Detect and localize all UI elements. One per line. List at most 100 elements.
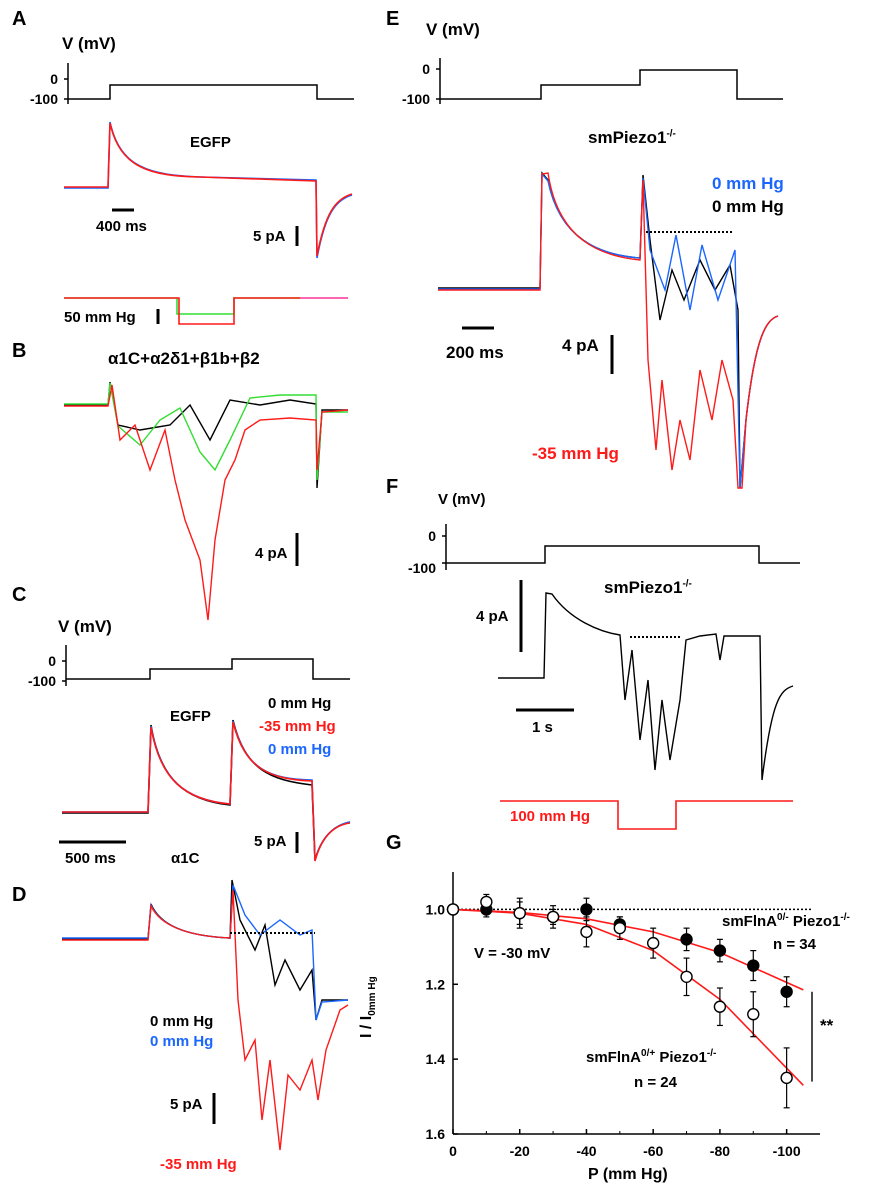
- g-point-open: [580, 925, 593, 939]
- g-point-filled: [713, 944, 727, 957]
- panel-g-group2-sup1: 0/+: [641, 1048, 656, 1059]
- panel-a-pressure-scale-label: 50 mm Hg: [64, 309, 136, 326]
- panel-c-v-axis-title: V (mV): [58, 617, 112, 636]
- g-point-filled: [780, 985, 793, 998]
- g-point-open: [513, 906, 526, 920]
- panel-g-group2-label: smFlnA0/+ Piezo1-/-: [586, 1048, 716, 1066]
- g-point-open: [747, 1008, 760, 1021]
- panel-g-group1-name2: Piezo1: [788, 913, 841, 930]
- panel-f-current-scale-label: 4 pA: [476, 608, 509, 625]
- panel-b-subunits-label: α1C+α2δ1+β1b+β2: [108, 349, 260, 368]
- panel-g-yaxis-main: I / I: [358, 1015, 375, 1038]
- panel-g-group1-label: smFlnA0/- Piezo1-/-: [722, 912, 850, 930]
- panel-g-yaxis-label: I / I0mm Hg: [358, 918, 378, 1038]
- g-x-tick-label: -80: [710, 1143, 730, 1159]
- panel-c-current-trace: [62, 719, 351, 862]
- panel-e-vtick-neg100: -100: [402, 91, 430, 107]
- g-x-tick-label: -20: [510, 1143, 530, 1159]
- panel-f-v-axis-title: V (mV): [438, 491, 486, 508]
- panel-c-vtick-0: 0: [48, 653, 56, 669]
- g-point-open: [646, 936, 660, 950]
- panel-letter-e: E: [386, 8, 400, 30]
- panel-e-genotype-name: smPiezo1: [588, 128, 667, 147]
- panel-g-yaxis-sub: 0mm Hg: [367, 976, 379, 1016]
- panel-f-genotype-name: smPiezo1: [604, 578, 683, 597]
- panel-a-vtick-neg100: -100: [30, 91, 58, 107]
- g-y-tick-label: 1.4: [426, 1051, 446, 1067]
- panel-c-voltage-protocol: [62, 645, 350, 686]
- panel-g-group2-n: n = 24: [634, 1074, 677, 1091]
- g-point-open: [713, 1000, 727, 1013]
- panel-g-voltage-label: V = -30 mV: [474, 945, 551, 962]
- panel-c-subunit-label: α1C: [171, 850, 200, 867]
- panel-f-current-trace: [498, 592, 794, 781]
- panel-d-legend-1: 0 mm Hg: [150, 1033, 214, 1050]
- panel-a-pressure-protocol: [64, 297, 348, 325]
- panel-d-current-traces: [62, 879, 349, 1151]
- panel-e-legend-1: 0 mm Hg: [712, 197, 784, 216]
- g-point-filled: [747, 959, 760, 972]
- g-point-open: [446, 903, 460, 916]
- panel-letter-a: A: [12, 8, 27, 30]
- g-x-tick-label: -60: [643, 1143, 663, 1159]
- panel-letter-d: D: [12, 884, 27, 906]
- panel-letter-f: F: [386, 476, 399, 498]
- g-point-filled: [680, 933, 693, 946]
- panel-c-legend-1: -35 mm Hg: [259, 718, 336, 735]
- g-x-tick-label: -40: [576, 1143, 596, 1159]
- panel-c-condition-label: EGFP: [170, 708, 211, 725]
- g-point-open: [613, 921, 627, 935]
- panel-g-group1-name: smFlnA: [722, 913, 778, 930]
- panel-e-legend-0: 0 mm Hg: [712, 174, 784, 193]
- panel-letter-c: C: [12, 584, 27, 606]
- panel-e-vtick-0: 0: [422, 61, 430, 77]
- g-point-filled: [580, 903, 593, 916]
- panel-b-current-traces: [64, 381, 349, 621]
- panel-a-vtick-0: 0: [50, 71, 58, 87]
- panel-e-genotype-label: smPiezo1-/-: [588, 128, 676, 148]
- panel-e-voltage-protocol: [436, 58, 783, 104]
- panel-f-vtick-0: 0: [428, 528, 436, 544]
- panel-e-time-scale-label: 200 ms: [446, 343, 504, 362]
- g-y-tick-label: 1.0: [426, 901, 446, 917]
- panel-g-group1-sup2: -/-: [840, 912, 850, 923]
- panel-e-v-axis-title: V (mV): [426, 20, 480, 39]
- g-point-open: [480, 895, 493, 909]
- panel-g-group2-sup2: -/-: [706, 1048, 717, 1059]
- panel-g-xaxis-label: P (mm Hg): [588, 1166, 668, 1183]
- panel-a-voltage-protocol: [64, 63, 354, 104]
- panel-e-current-traces: [438, 171, 779, 489]
- panel-f-time-scale-label: 1 s: [532, 719, 553, 736]
- panel-g-group2-name2: Piezo1: [655, 1049, 707, 1066]
- panel-f-pressure-protocol: [500, 800, 793, 830]
- panel-c-legend-0: 0 mm Hg: [268, 695, 332, 712]
- g-y-tick-label: 1.6: [426, 1126, 446, 1142]
- panel-d-pressure-label: -35 mm Hg: [160, 1156, 237, 1173]
- panel-g-group1-n: n = 34: [773, 936, 816, 953]
- panel-letter-b: B: [12, 340, 27, 362]
- g-point-open: [546, 910, 560, 924]
- panel-e-current-scale-label: 4 pA: [562, 336, 599, 355]
- panel-g-chart: 1.0 1.2 1.4 1.60 -20 -40 -60 -80 -100: [426, 872, 820, 1159]
- g-x-tick-label: 0: [449, 1143, 457, 1159]
- panel-c-vtick-neg100: -100: [28, 673, 56, 689]
- panel-e-pressure-label: -35 mm Hg: [532, 444, 619, 463]
- panel-b-current-scale-label: 4 pA: [255, 545, 288, 562]
- g-point-open: [780, 1071, 793, 1085]
- panel-letter-g: G: [386, 832, 402, 854]
- panel-f-genotype-sup: -/-: [682, 578, 692, 590]
- panel-g-group2-name: smFlnA: [586, 1049, 642, 1066]
- panel-a-v-axis-title: V (mV): [62, 34, 116, 53]
- panel-a-time-scale-label: 400 ms: [96, 218, 147, 235]
- panel-d-current-scale-label: 5 pA: [170, 1096, 203, 1113]
- panel-c-legend-2: 0 mm Hg: [268, 741, 332, 758]
- g-point-open: [680, 970, 693, 983]
- panel-g-significance: **: [820, 1016, 834, 1035]
- panel-f-vtick-neg100: -100: [408, 560, 436, 576]
- g-x-tick-label: -100: [773, 1143, 801, 1159]
- panel-c-time-scale-label: 500 ms: [65, 850, 116, 867]
- panel-g-group1-sup1: 0/-: [777, 912, 789, 923]
- panel-a-current-trace: [64, 121, 353, 259]
- panel-f-genotype-label: smPiezo1-/-: [604, 578, 692, 598]
